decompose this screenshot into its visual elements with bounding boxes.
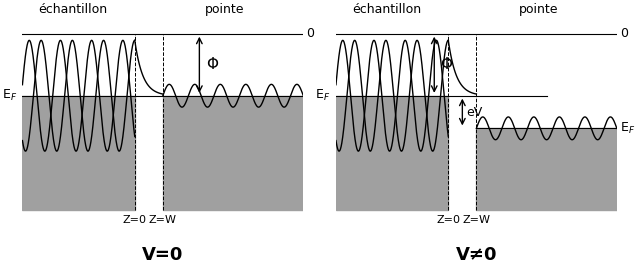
Bar	[336, 96, 448, 210]
Bar	[476, 128, 617, 210]
Text: 0: 0	[620, 27, 627, 40]
Text: pointe: pointe	[205, 3, 245, 16]
Text: pointe: pointe	[519, 3, 558, 16]
Text: Z=W: Z=W	[149, 215, 177, 225]
Text: échantillon: échantillon	[352, 3, 421, 16]
Text: Z=W: Z=W	[462, 215, 490, 225]
Text: 0: 0	[306, 27, 314, 40]
Text: Z=0: Z=0	[436, 215, 461, 225]
Text: Z=0: Z=0	[123, 215, 147, 225]
Text: V=0: V=0	[142, 246, 183, 264]
Text: V≠0: V≠0	[455, 246, 497, 264]
Text: E$_F$: E$_F$	[2, 88, 17, 103]
Text: eV: eV	[466, 106, 483, 119]
Text: E$_F$: E$_F$	[315, 88, 331, 103]
Bar	[22, 96, 135, 210]
Bar	[163, 96, 303, 210]
Text: Φ: Φ	[206, 57, 218, 72]
Text: échantillon: échantillon	[38, 3, 108, 16]
Text: E$_F$: E$_F$	[620, 121, 635, 136]
Text: Φ: Φ	[440, 57, 452, 72]
